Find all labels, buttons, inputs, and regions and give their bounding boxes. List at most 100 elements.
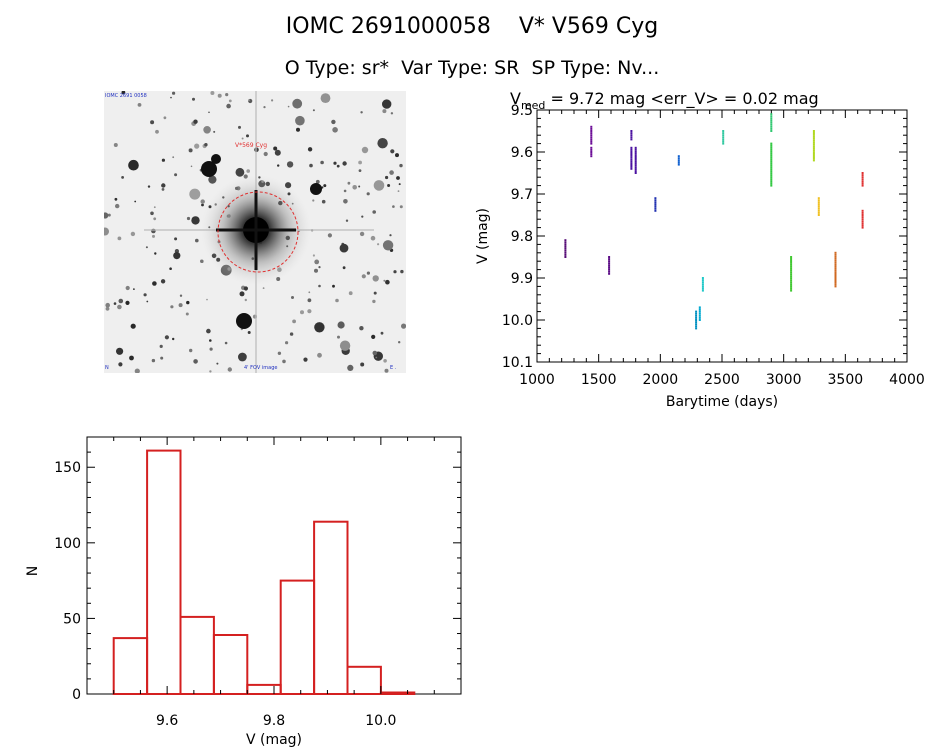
light-curve-data-point bbox=[630, 158, 633, 161]
field-star bbox=[332, 284, 335, 288]
star-field: V*569 Cyg IOMC 2691 0058 N 4' FOV image … bbox=[104, 91, 406, 373]
field-star bbox=[235, 167, 245, 177]
bright-field-star bbox=[211, 154, 221, 164]
field-star bbox=[105, 302, 110, 308]
light-curve-data-point bbox=[634, 150, 637, 153]
light-curve-data-point bbox=[790, 273, 793, 276]
light-curve-data-point bbox=[812, 135, 815, 138]
light-curve-data-point bbox=[677, 157, 680, 160]
field-star bbox=[287, 105, 290, 108]
histogram-x-tick-label: 9.8 bbox=[263, 713, 285, 729]
field-star bbox=[200, 199, 205, 204]
light-curve-data-point bbox=[630, 138, 633, 141]
field-star bbox=[159, 344, 163, 348]
field-star bbox=[185, 312, 189, 316]
light-curve-data-point bbox=[634, 162, 637, 165]
light-curve-data-point bbox=[590, 130, 593, 132]
light-curve-data-point bbox=[564, 243, 567, 246]
field-star bbox=[352, 185, 357, 190]
light-curve-data-point bbox=[817, 199, 820, 202]
histogram-bar bbox=[246, 683, 282, 696]
light-curve-data-point bbox=[861, 180, 864, 183]
light-curve-x-tick-label: 1500 bbox=[581, 372, 617, 388]
light-curve-data-point bbox=[634, 158, 637, 161]
light-curve-data-point bbox=[834, 281, 837, 284]
histogram-y-tick-label: 100 bbox=[54, 536, 81, 552]
field-star bbox=[170, 305, 174, 309]
light-curve-data-point bbox=[861, 222, 864, 225]
light-curve-data-point bbox=[861, 209, 864, 212]
light-curve-y-tick-label: 10.1 bbox=[502, 355, 533, 371]
light-curve-data-point bbox=[812, 157, 815, 160]
light-curve-data-point bbox=[608, 262, 611, 265]
field-star bbox=[262, 287, 265, 289]
field-star bbox=[277, 351, 282, 355]
light-curve-data-point bbox=[654, 199, 657, 202]
light-curve-data-point bbox=[564, 251, 567, 254]
light-curve-data-point bbox=[861, 182, 864, 185]
light-curve-data-point bbox=[770, 184, 773, 187]
light-curve-data-point bbox=[834, 277, 837, 280]
light-curve-data-point bbox=[790, 279, 793, 282]
field-star bbox=[398, 341, 401, 344]
light-curve-data-point bbox=[590, 134, 593, 137]
field-star bbox=[358, 185, 361, 188]
light-curve-data-point bbox=[834, 267, 837, 270]
light-curve-data-point bbox=[812, 147, 815, 150]
light-curve-data-point bbox=[817, 205, 820, 208]
image-corner-label-top-left: IOMC 2691 0058 bbox=[105, 93, 147, 99]
light-curve-data-point bbox=[790, 275, 793, 278]
field-star bbox=[113, 143, 118, 147]
light-curve-data-point bbox=[634, 164, 637, 167]
field-star bbox=[333, 161, 337, 165]
light-curve-data-point bbox=[695, 314, 698, 317]
field-star bbox=[161, 188, 165, 191]
field-star bbox=[343, 199, 348, 204]
light-curve-data-point bbox=[770, 172, 773, 175]
field-star bbox=[155, 129, 159, 134]
field-star bbox=[178, 303, 183, 308]
field-star bbox=[292, 319, 296, 324]
light-curve-data-point bbox=[790, 283, 793, 286]
field-star bbox=[345, 219, 349, 222]
field-star bbox=[342, 266, 346, 270]
light-curve-data-point bbox=[722, 132, 725, 135]
light-curve-data-point bbox=[634, 146, 637, 149]
field-star bbox=[318, 284, 321, 288]
light-curve-data-point bbox=[630, 148, 633, 151]
light-curve-y-axis-label: V (mag) bbox=[475, 208, 491, 264]
light-curve-data-point bbox=[608, 272, 611, 275]
field-star bbox=[246, 169, 250, 173]
light-curve-data-point bbox=[817, 211, 820, 214]
field-star bbox=[390, 149, 395, 154]
light-curve-data-point bbox=[770, 166, 773, 169]
field-star bbox=[118, 298, 124, 304]
field-star bbox=[335, 298, 339, 303]
field-star bbox=[296, 127, 300, 132]
field-star bbox=[382, 240, 394, 251]
light-curve-data-point bbox=[770, 150, 773, 153]
light-curve-data-point bbox=[722, 142, 725, 145]
field-star bbox=[401, 323, 406, 329]
light-curve-data-point bbox=[630, 130, 633, 132]
light-curve-data-point bbox=[654, 209, 657, 212]
bright-field-star bbox=[236, 313, 252, 329]
field-star bbox=[146, 300, 149, 303]
field-star bbox=[190, 165, 193, 168]
light-curve-data-point bbox=[630, 167, 633, 170]
light-curve-data-point bbox=[695, 327, 698, 330]
light-curve-data-point bbox=[677, 159, 680, 162]
field-star bbox=[323, 184, 327, 188]
field-star bbox=[225, 93, 229, 97]
light-curve-axes-frame bbox=[536, 109, 908, 363]
field-star bbox=[163, 116, 167, 120]
field-star bbox=[150, 120, 155, 125]
light-curve-data-point bbox=[812, 153, 815, 156]
field-star bbox=[400, 269, 404, 274]
light-curve-data-point bbox=[630, 132, 633, 135]
histogram-bar bbox=[379, 691, 416, 695]
light-curve-y-tick-label: 9.9 bbox=[511, 271, 533, 287]
light-curve-data-point bbox=[590, 140, 593, 143]
light-curve-data-point bbox=[590, 146, 593, 149]
light-curve-data-point bbox=[590, 132, 593, 135]
